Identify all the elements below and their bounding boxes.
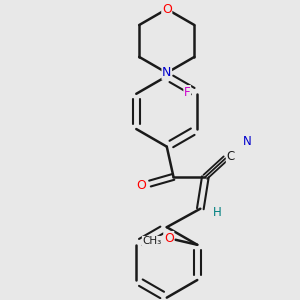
Text: O: O bbox=[137, 179, 146, 192]
Text: O: O bbox=[164, 232, 174, 244]
Text: H: H bbox=[213, 206, 221, 219]
Text: O: O bbox=[162, 3, 172, 16]
Text: C: C bbox=[226, 150, 235, 163]
Text: F: F bbox=[184, 85, 190, 99]
Text: N: N bbox=[162, 66, 172, 79]
Text: N: N bbox=[243, 135, 252, 148]
Text: CH₃: CH₃ bbox=[142, 236, 162, 246]
